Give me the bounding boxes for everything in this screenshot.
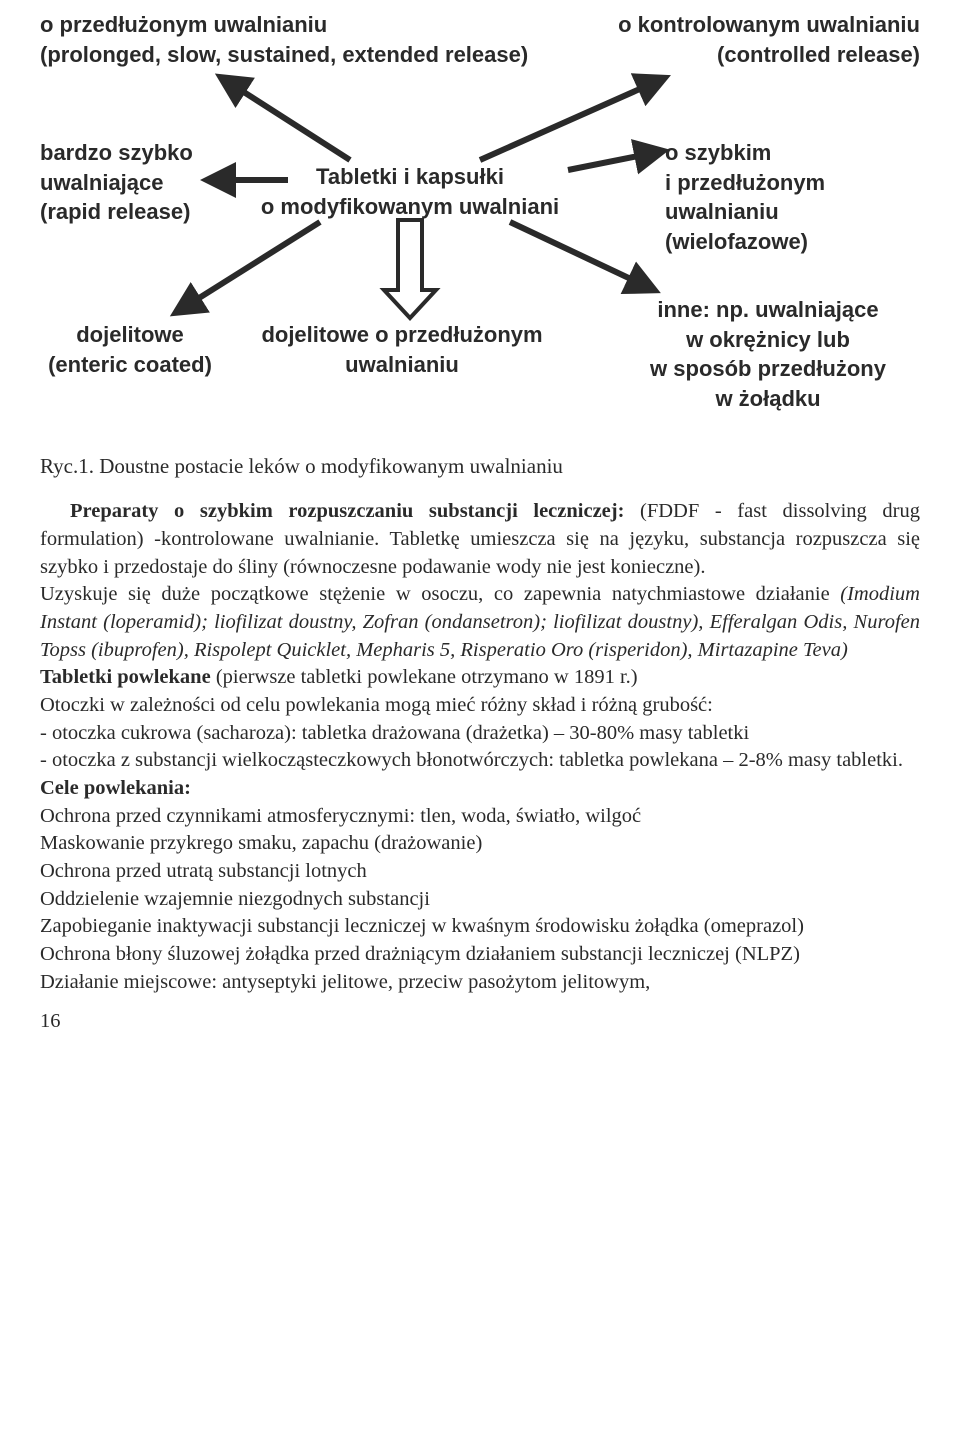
para-examples: Uzyskuje się duże początkowe stężenie w … bbox=[40, 581, 920, 664]
goal-3: Ochrona przed utratą substancji lotnych bbox=[40, 858, 920, 886]
goal-7: Działanie miejscowe: antyseptyki jelitow… bbox=[40, 969, 920, 997]
page-number: 16 bbox=[40, 1008, 920, 1036]
figure-caption: Ryc.1. Doustne postacie leków o modyfiko… bbox=[40, 452, 920, 480]
para-coated-heading: Tabletki powlekane (pierwsze tabletki po… bbox=[40, 664, 920, 692]
goal-5: Zapobieganie inaktywacji substancji lecz… bbox=[40, 913, 920, 941]
goal-1: Ochrona przed czynnikami atmosferycznymi… bbox=[40, 803, 920, 831]
goal-4: Oddzielenie wzajemnie niezgodnych substa… bbox=[40, 886, 920, 914]
body-text: Preparaty o szybkim rozpuszczaniu substa… bbox=[40, 498, 920, 996]
para-coatings-intro: Otoczki w zależności od celu powlekania … bbox=[40, 692, 920, 720]
coating-polymer: - otoczka z substancji wielkocząsteczkow… bbox=[40, 747, 920, 775]
para-fddf: Preparaty o szybkim rozpuszczaniu substa… bbox=[40, 498, 920, 581]
release-types-diagram: o przedłużonym uwalnianiu (prolonged, sl… bbox=[40, 10, 920, 440]
coating-sugar: - otoczka cukrowa (sacharoza): tabletka … bbox=[40, 720, 920, 748]
goal-6: Ochrona błony śluzowej żołądka przed dra… bbox=[40, 941, 920, 969]
goal-2: Maskowanie przykrego smaku, zapachu (dra… bbox=[40, 830, 920, 858]
coating-goals-heading: Cele powlekania: bbox=[40, 775, 920, 803]
arrows-svg bbox=[40, 10, 960, 440]
